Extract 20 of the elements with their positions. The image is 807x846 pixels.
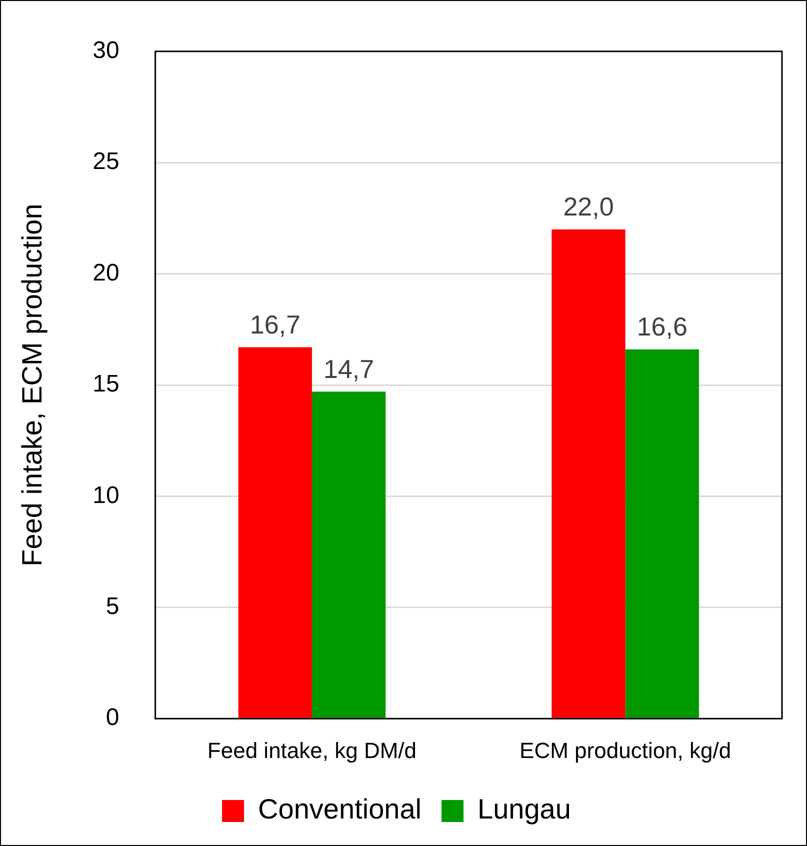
legend-label: Lungau <box>478 794 571 825</box>
y-axis-title: Feed intake, ECM production <box>16 204 48 566</box>
bar <box>312 392 386 718</box>
bar <box>552 229 626 718</box>
data-label: 14,7 <box>323 354 374 384</box>
y-tick-label: 15 <box>92 370 120 398</box>
data-label: 22,0 <box>563 191 614 222</box>
bar <box>238 347 312 718</box>
legend-label: Conventional <box>258 794 422 825</box>
y-tick-label: 25 <box>92 148 120 176</box>
data-label: 16,6 <box>636 312 688 342</box>
bar <box>625 349 699 718</box>
data-label: 16,7 <box>250 309 300 340</box>
y-tick-label: 5 <box>106 593 120 620</box>
y-tick-label: 30 <box>92 37 120 64</box>
y-tick-label: 10 <box>92 482 120 509</box>
y-tick-label: 20 <box>92 259 120 286</box>
y-tick-label: 0 <box>106 704 120 732</box>
x-tick-label: Feed intake, kg DM/d <box>207 738 417 763</box>
x-tick-label: ECM production, kg/d <box>520 738 732 763</box>
